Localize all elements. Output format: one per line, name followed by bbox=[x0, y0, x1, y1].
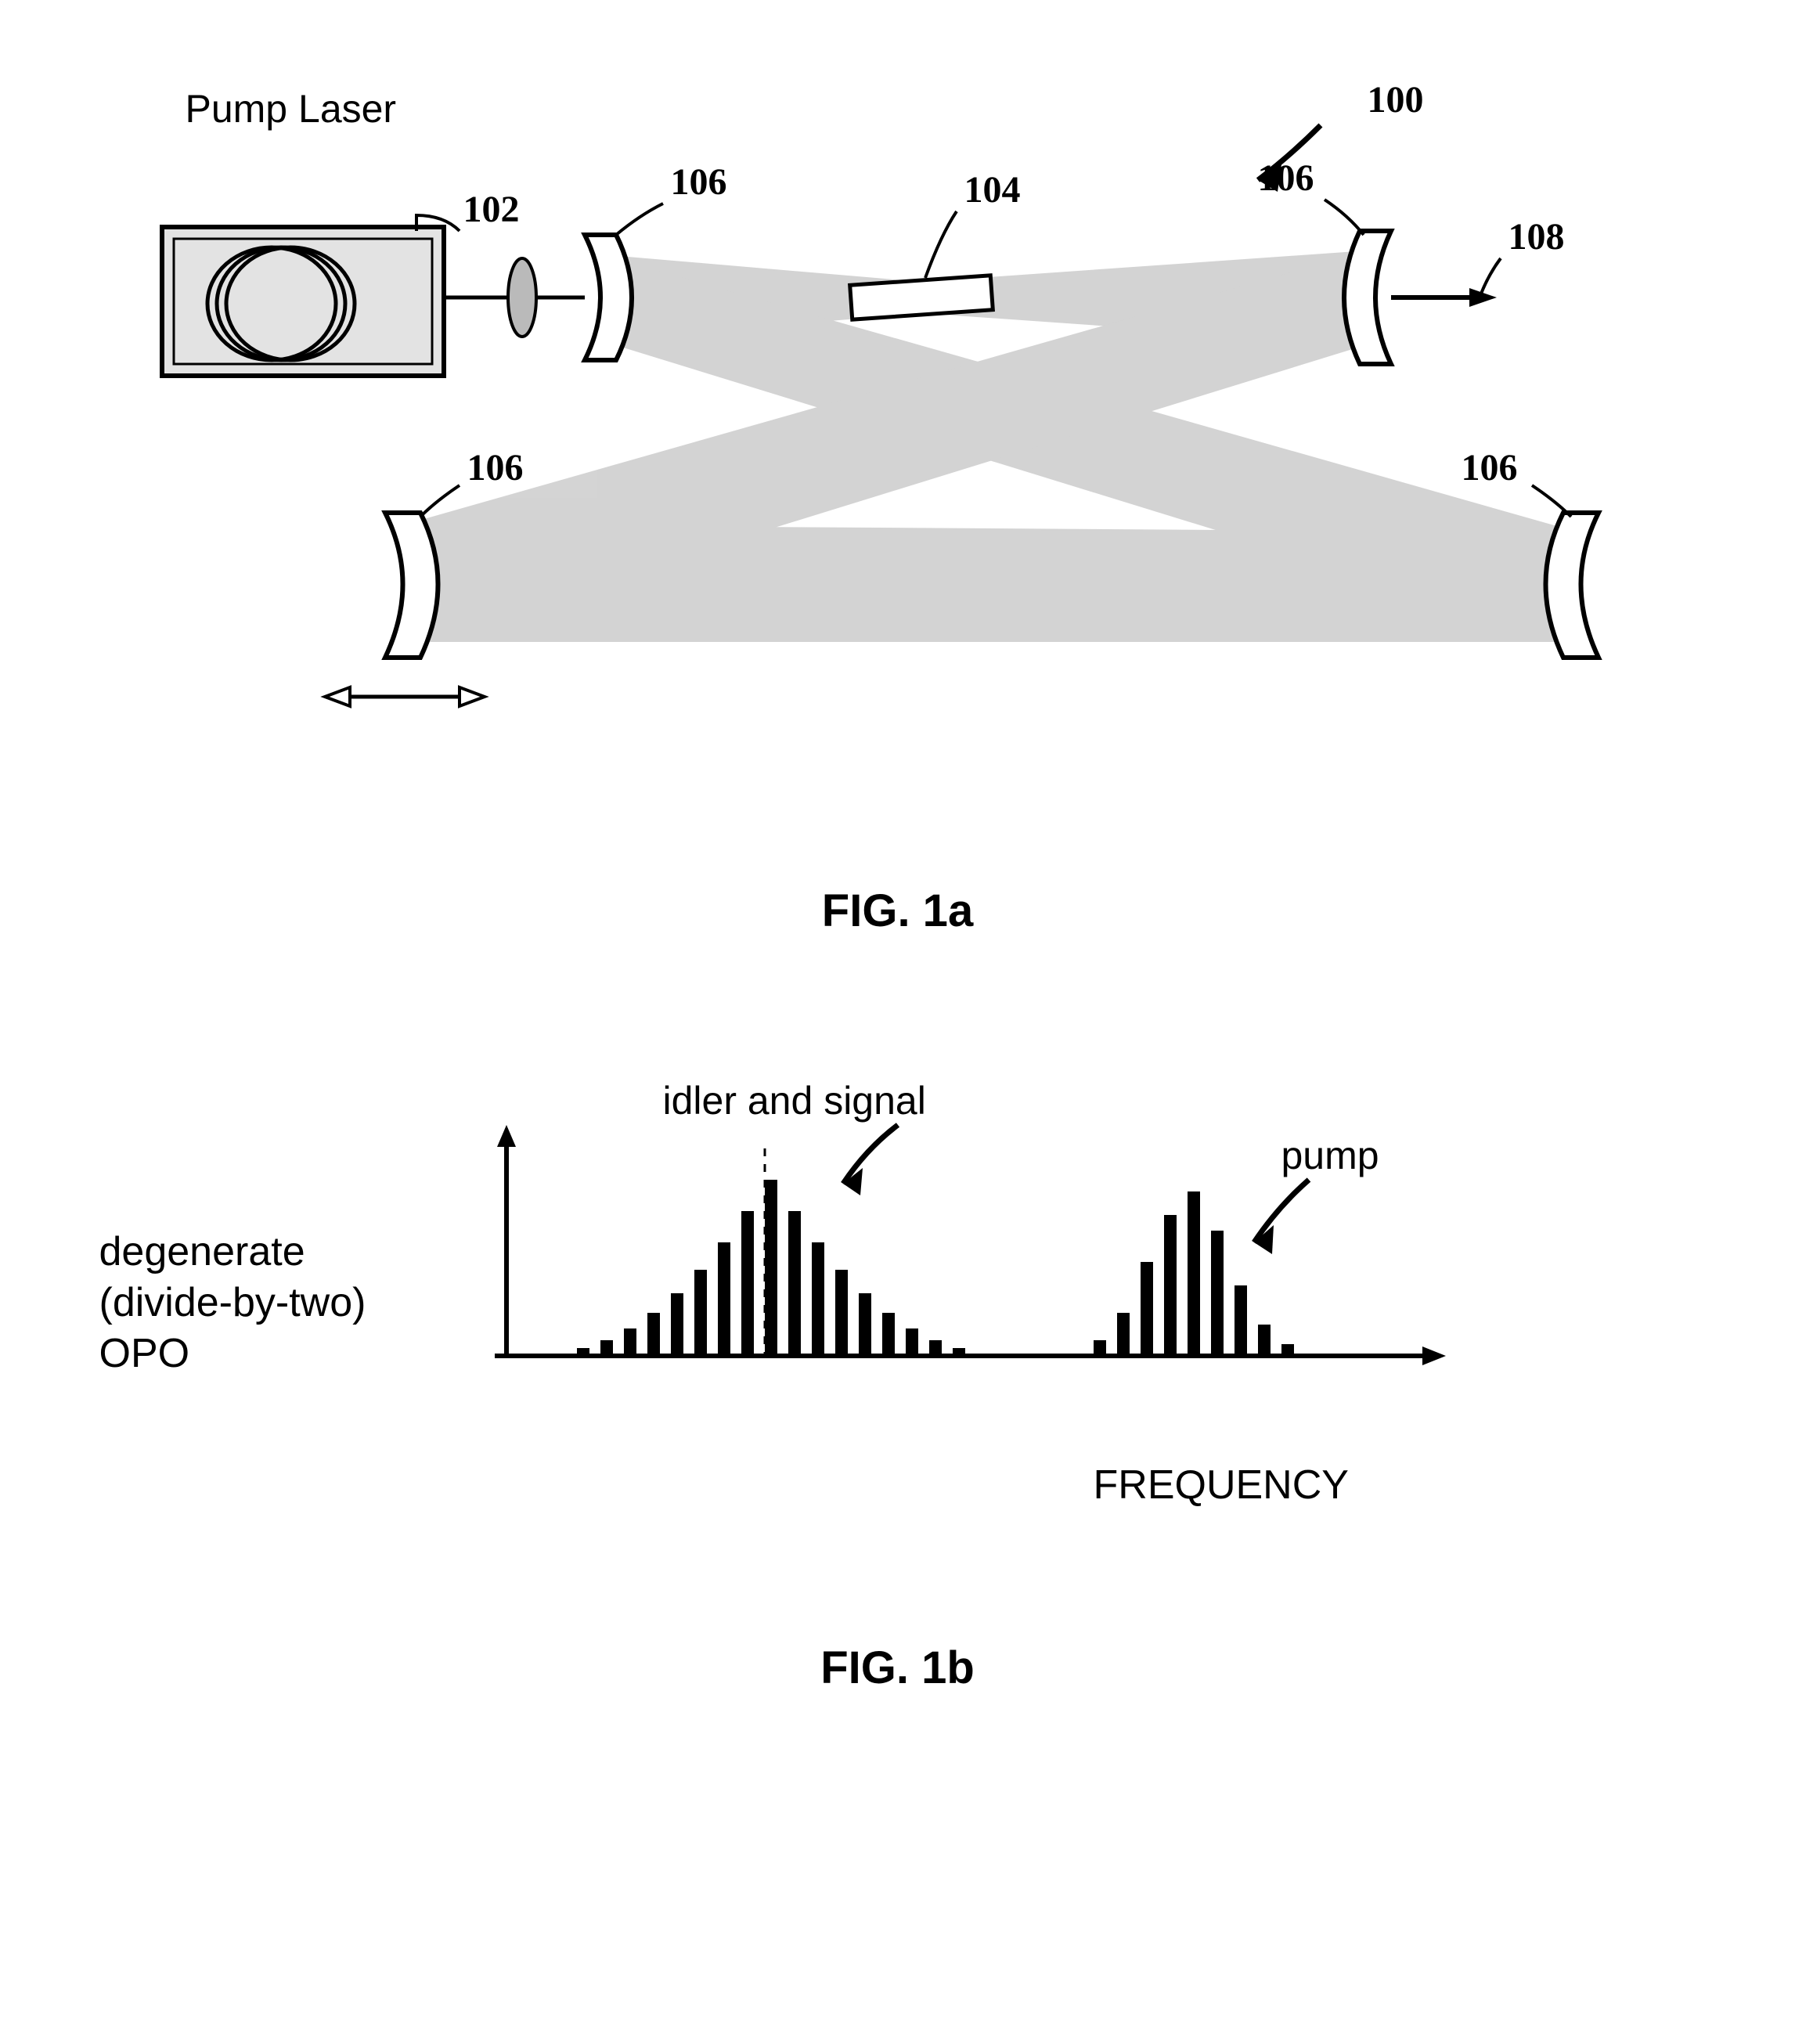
mirror-bottom-left bbox=[385, 513, 438, 658]
pump-laser-label: Pump Laser bbox=[186, 86, 397, 132]
ref-102: 102 bbox=[463, 188, 520, 231]
ref-106-bl: 106 bbox=[467, 446, 524, 489]
idler-arrow bbox=[827, 1117, 921, 1203]
fig-1b: degenerate (divide-by-two) OPO idler and… bbox=[37, 1031, 1759, 1579]
translation-arrow bbox=[325, 687, 485, 706]
fig1a-svg bbox=[37, 78, 1759, 783]
pump-arrow bbox=[1235, 1172, 1328, 1266]
side-line-3: OPO bbox=[99, 1328, 366, 1379]
beam-bottom bbox=[405, 525, 1579, 642]
ref-108: 108 bbox=[1508, 215, 1565, 258]
side-line-1: degenerate bbox=[99, 1227, 366, 1278]
ref-106-br: 106 bbox=[1462, 446, 1518, 489]
ref-104: 104 bbox=[964, 168, 1021, 211]
fig1b-title: FIG. 1b bbox=[37, 1642, 1759, 1694]
fig-1a: Pump Laser 100 102 106 104 106 108 106 1… bbox=[37, 31, 1759, 853]
lens bbox=[508, 258, 536, 337]
side-line-2: (divide-by-two) bbox=[99, 1278, 366, 1328]
ref-106-tr: 106 bbox=[1258, 157, 1314, 200]
mirror-bottom-right bbox=[1545, 513, 1599, 658]
xaxis-label: FREQUENCY bbox=[1094, 1462, 1349, 1509]
mirror-top-left bbox=[585, 235, 632, 360]
ref-100: 100 bbox=[1368, 78, 1424, 121]
crystal bbox=[849, 276, 993, 319]
fig1a-title: FIG. 1a bbox=[37, 885, 1759, 937]
ref-106-tl: 106 bbox=[671, 160, 727, 204]
side-text: degenerate (divide-by-two) OPO bbox=[99, 1227, 366, 1379]
mirror-top-right bbox=[1344, 231, 1391, 364]
